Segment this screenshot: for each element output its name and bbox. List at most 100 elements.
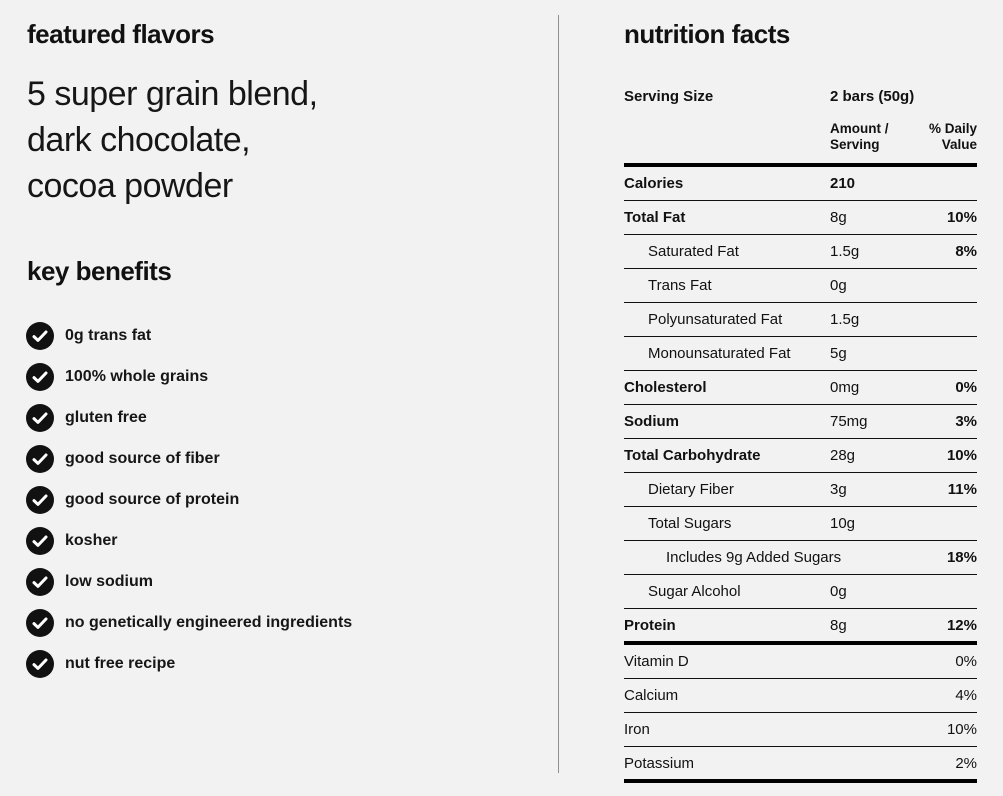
table-row-total-fat: Total Fat 8g 10% [624, 201, 977, 235]
key-benefits-title: key benefits [27, 256, 172, 286]
benefit-label: 0g trans fat [65, 327, 152, 344]
benefit-label: good source of protein [65, 491, 240, 508]
row-daily-value: 2% [955, 755, 977, 772]
row-label: Polyunsaturated Fat [648, 311, 783, 328]
benefit-item: 0g trans fat [26, 322, 352, 350]
amount-per-serving-header: Amount / Serving [830, 121, 889, 152]
benefit-item: good source of fiber [26, 445, 352, 473]
row-label: Monounsaturated Fat [648, 345, 791, 362]
benefit-item: nut free recipe [26, 650, 352, 678]
benefit-item: gluten free [26, 404, 352, 432]
table-row-potassium: Potassium 2% [624, 747, 977, 783]
checkmark-icon [26, 363, 54, 391]
row-amount: 8g [830, 209, 847, 226]
row-amount: 5g [830, 345, 847, 362]
key-benefits-list: 0g trans fat 100% whole grains gluten fr… [26, 322, 352, 691]
checkmark-icon [26, 486, 54, 514]
row-label: Includes 9g Added Sugars [666, 549, 842, 566]
row-label: Potassium [624, 755, 695, 772]
row-amount: 1.5g [830, 311, 860, 328]
table-row-iron: Iron 10% [624, 713, 977, 747]
serving-size-value: 2 bars (50g) [830, 88, 915, 105]
nutrition-facts-title: nutrition facts [624, 19, 790, 49]
row-amount: 0mg [830, 379, 860, 396]
checkmark-icon [26, 568, 54, 596]
row-label: Protein [624, 617, 676, 634]
table-row-added-sugars: Includes 9g Added Sugars 18% [624, 541, 977, 575]
row-amount: 28g [830, 447, 856, 464]
table-row-total-sugars: Total Sugars 10g [624, 507, 977, 541]
table-row-sodium: Sodium 75mg 3% [624, 405, 977, 439]
nutrition-table: Calories 210 Total Fat 8g 10% Saturated … [624, 167, 977, 783]
table-row-calories: Calories 210 [624, 167, 977, 201]
row-daily-value: 10% [946, 447, 977, 464]
table-row-total-carbohydrate: Total Carbohydrate 28g 10% [624, 439, 977, 473]
row-label: Total Sugars [648, 515, 732, 532]
benefit-item: low sodium [26, 568, 352, 596]
row-daily-value: 11% [947, 481, 977, 498]
checkmark-icon [26, 404, 54, 432]
checkmark-icon [26, 650, 54, 678]
row-label: Sugar Alcohol [648, 583, 741, 600]
featured-flavors-text: 5 super grain blend, dark chocolate, coc… [27, 75, 318, 205]
percent-daily-value-header: % Daily Value [928, 121, 977, 152]
row-daily-value: 10% [946, 721, 977, 738]
benefit-label: 100% whole grains [65, 368, 209, 385]
row-daily-value: 10% [946, 209, 977, 226]
row-label: Calories [624, 175, 684, 192]
checkmark-icon [26, 609, 54, 637]
benefit-label: no genetically engineered ingredients [65, 614, 353, 631]
row-label: Trans Fat [648, 277, 712, 294]
table-row-vitamin-d: Vitamin D 0% [624, 645, 977, 679]
row-label: Total Carbohydrate [624, 447, 761, 464]
row-daily-value: 0% [955, 653, 977, 670]
row-amount: 8g [830, 617, 847, 634]
serving-size-label: Serving Size [624, 88, 714, 105]
row-label: Total Fat [624, 209, 686, 226]
benefit-label: kosher [65, 532, 118, 549]
table-row-sugar-alcohol: Sugar Alcohol 0g [624, 575, 977, 609]
table-row-trans-fat: Trans Fat 0g [624, 269, 977, 303]
table-row-saturated-fat: Saturated Fat 1.5g 8% [624, 235, 977, 269]
table-row-calcium: Calcium 4% [624, 679, 977, 713]
row-daily-value: 4% [955, 687, 977, 704]
row-daily-value: 3% [955, 413, 977, 430]
nutrition-facts-panel: nutrition facts Serving Size 2 bars (50g… [624, 19, 977, 783]
benefit-item: 100% whole grains [26, 363, 352, 391]
row-amount: 0g [830, 277, 847, 294]
row-label: Saturated Fat [648, 243, 739, 260]
row-amount: 75mg [830, 413, 868, 430]
row-amount: 0g [830, 583, 847, 600]
table-row-monounsaturated-fat: Monounsaturated Fat 5g [624, 337, 977, 371]
table-row-cholesterol: Cholesterol 0mg 0% [624, 371, 977, 405]
checkmark-icon [26, 445, 54, 473]
row-label: Iron [624, 721, 650, 738]
checkmark-icon [26, 322, 54, 350]
table-row-dietary-fiber: Dietary Fiber 3g 11% [624, 473, 977, 507]
row-label: Dietary Fiber [648, 481, 734, 498]
row-amount: 3g [830, 481, 847, 498]
benefit-item: good source of protein [26, 486, 352, 514]
table-row-protein: Protein 8g 12% [624, 609, 977, 645]
table-top-rule [624, 163, 977, 167]
benefit-item: no genetically engineered ingredients [26, 609, 352, 637]
benefit-label: gluten free [65, 409, 147, 426]
table-column-headers: Amount / Serving % Daily Value [624, 121, 977, 155]
row-daily-value: 0% [955, 379, 977, 396]
benefit-label: good source of fiber [65, 450, 220, 467]
table-row-polyunsaturated-fat: Polyunsaturated Fat 1.5g [624, 303, 977, 337]
row-daily-value: 8% [955, 243, 977, 260]
benefit-label: nut free recipe [65, 655, 176, 672]
row-amount: 1.5g [830, 243, 860, 260]
row-label: Calcium [624, 687, 679, 704]
serving-size-row: Serving Size 2 bars (50g) [624, 88, 977, 108]
row-label: Cholesterol [624, 379, 707, 396]
row-daily-value: 12% [946, 617, 977, 634]
panel-divider [558, 15, 559, 773]
row-label: Vitamin D [624, 653, 689, 670]
row-daily-value: 18% [946, 549, 977, 566]
benefit-item: kosher [26, 527, 352, 555]
featured-flavors-title: featured flavors [27, 19, 215, 49]
benefit-label: low sodium [65, 573, 153, 590]
product-details-panel: featured flavors 5 super grain blend, da… [26, 19, 527, 678]
